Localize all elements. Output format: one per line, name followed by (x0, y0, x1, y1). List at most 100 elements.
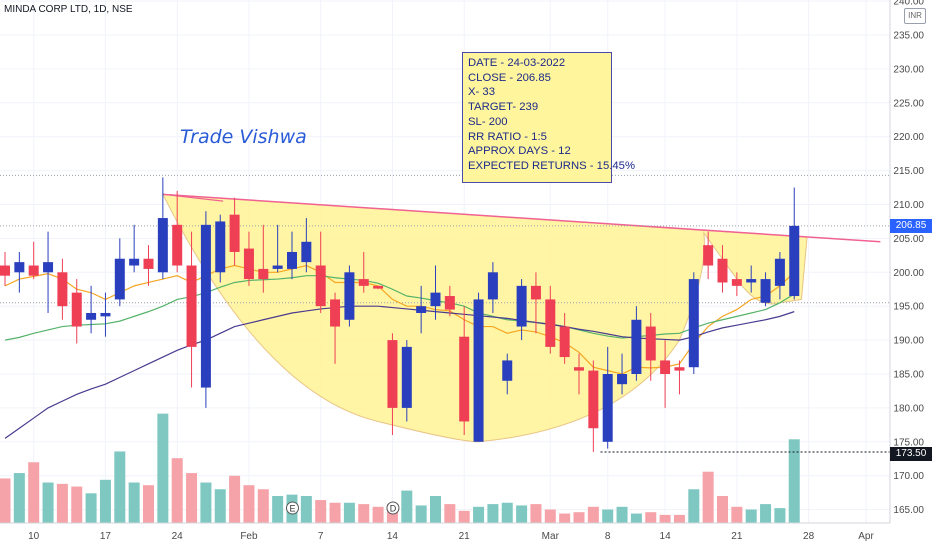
price-tick-label: 220.00 (893, 132, 924, 143)
currency-button[interactable]: INR (904, 8, 926, 24)
candle-body (229, 214, 240, 252)
volume-bar (731, 506, 743, 523)
candle-body (602, 374, 613, 442)
volume-bar (587, 506, 599, 523)
price-tick-label: 210.00 (893, 200, 924, 211)
candle-body (100, 312, 111, 317)
neckline (162, 193, 881, 243)
volume-bar (28, 462, 40, 523)
ema-mid-line (4, 275, 795, 341)
candle-body (186, 265, 197, 347)
candle-body (444, 296, 455, 310)
volume-bar (444, 504, 456, 523)
candle-body (86, 312, 97, 320)
volume-bar (157, 413, 169, 523)
candle-body (401, 346, 412, 408)
volume-bar (559, 513, 571, 523)
volume-bar (774, 508, 786, 523)
cup-pattern (162, 193, 808, 443)
volume-bar (630, 513, 642, 523)
neckline-left (162, 193, 224, 202)
time-tick-label: 17 (100, 531, 112, 542)
volume-bar (516, 505, 528, 523)
time-tick-label: 21 (731, 531, 743, 542)
volume-bar (114, 451, 126, 523)
volume-bar (229, 475, 241, 523)
candle-body (215, 221, 226, 273)
volume-bar (673, 514, 685, 523)
volume-bar (0, 478, 11, 523)
volume-bar (99, 479, 111, 523)
ema-long-line (4, 305, 795, 439)
price-tick-label: 195.00 (893, 302, 924, 313)
volume-bar (745, 509, 757, 523)
info-line: EXPECTED RETURNS - 15.45% (468, 159, 635, 172)
volume-bar (257, 489, 269, 523)
candle-body (200, 224, 211, 388)
price-tick-label: 175.00 (893, 437, 924, 448)
volume-bar (717, 496, 728, 523)
candle-body (731, 279, 742, 286)
candle-body (373, 285, 384, 289)
time-tick-label: 7 (318, 531, 324, 542)
candle-body (143, 258, 154, 269)
volume-bar (200, 482, 212, 523)
candle-body (660, 360, 671, 374)
price-tick-label: 235.00 (893, 31, 924, 42)
price-tick-label: 230.00 (893, 64, 924, 75)
volume-bar (473, 506, 485, 523)
candle-body (617, 374, 628, 385)
candle-body (358, 279, 369, 286)
candle-body (71, 292, 82, 327)
volume-bar (85, 493, 97, 523)
candle-body (574, 367, 584, 371)
event-marker-label: E (289, 504, 295, 514)
volume-bar (128, 482, 140, 523)
candle-body (301, 241, 312, 263)
volume-bar (688, 489, 700, 523)
candle-body (530, 285, 541, 300)
symbol-header[interactable]: MINDA CORP LTD, 1D, NSE (4, 4, 133, 15)
candle-body (0, 265, 10, 276)
info-line: RR RATIO - 1:5 (468, 130, 547, 143)
candle-body (774, 258, 785, 286)
brand-watermark: Trade Vishwa (180, 126, 307, 148)
volume-bar (659, 514, 671, 523)
price-tick-label: 180.00 (893, 403, 924, 414)
info-line: DATE - 24-03-2022 (468, 57, 566, 69)
volume-bar (415, 505, 427, 523)
candle-body (243, 248, 254, 280)
candle-body (717, 258, 728, 283)
price-tick-label: 215.00 (893, 166, 924, 177)
price-tick-label: 225.00 (893, 98, 924, 109)
time-tick-label: 8 (605, 531, 611, 542)
candle-body (545, 299, 556, 347)
price-tick-label: 165.00 (893, 505, 924, 516)
price-tick-label: 205.00 (893, 234, 924, 245)
candle-body (645, 326, 656, 361)
volume-bar (530, 504, 542, 523)
candle-body (43, 262, 54, 273)
level-price-tag: 173.50 (890, 447, 932, 461)
volume-bar (358, 504, 370, 523)
time-axis (0, 523, 932, 550)
candle-body (516, 285, 527, 327)
candle-body (315, 265, 326, 307)
volume-bar (343, 502, 355, 523)
volume-bar (372, 506, 384, 523)
candle-body (459, 336, 470, 422)
volume-bar (645, 512, 657, 523)
volume-bar (186, 473, 198, 523)
candle-body (789, 225, 800, 297)
candle-body (674, 367, 685, 371)
candle-body (172, 224, 183, 266)
volume-bar (573, 512, 585, 523)
candle-body (129, 258, 140, 266)
time-tick-label: 21 (459, 531, 471, 542)
volume-bar (272, 496, 284, 523)
candle-body (631, 319, 642, 374)
info-line: TARGET- 239 (468, 101, 539, 114)
time-tick-label: 28 (803, 531, 815, 542)
info-line: X- 33 (468, 86, 496, 99)
candle-body (760, 279, 771, 303)
